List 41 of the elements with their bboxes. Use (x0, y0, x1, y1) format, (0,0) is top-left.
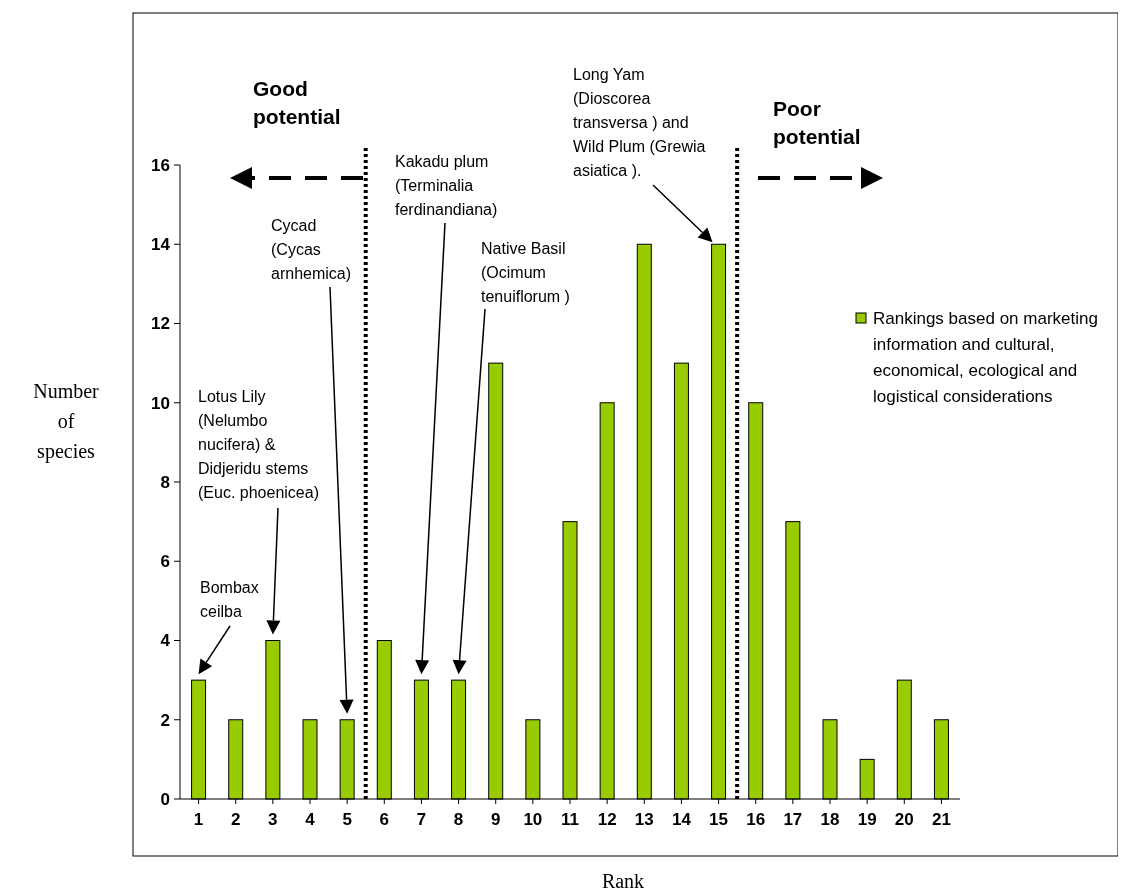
y-tick-label: 2 (160, 710, 170, 730)
x-axis-title: Rank (601, 870, 645, 892)
x-tick-label: 3 (268, 810, 278, 829)
y-tick-label: 6 (160, 552, 170, 572)
x-tick-label: 12 (597, 810, 617, 829)
x-tick-label: 20 (894, 810, 914, 829)
y-tick-label: 10 (151, 393, 170, 413)
y-tick-label: 14 (151, 235, 171, 255)
x-tick-label: 5 (342, 810, 352, 829)
y-axis-title: Number of species (33, 380, 100, 463)
x-tick-label: 6 (379, 810, 390, 829)
annotation: Bombax ceilba (200, 579, 259, 620)
x-tick-label: 11 (561, 810, 579, 829)
annotation: Long Yam (Dioscorea transversa ) and Wild Plum (Grewia asiatica ). (573, 66, 706, 179)
x-tick-label: 1 (193, 810, 204, 829)
x-tick-label: 4 (305, 810, 316, 829)
y-tick-label: 16 (151, 155, 170, 175)
text: Good potential (253, 77, 341, 128)
annotation: Native Basil (Ocimum tenuiflorum ) (481, 240, 570, 305)
x-tick-label: 7 (416, 810, 427, 829)
x-tick-label: 15 (709, 810, 729, 829)
x-tick-label: 18 (820, 810, 840, 829)
x-tick-label: 16 (746, 810, 766, 829)
annotation: Cycad (Cycas arnhemica) (271, 217, 352, 282)
x-tick-label: 19 (857, 810, 877, 829)
x-tick-label: 8 (453, 810, 464, 829)
annotation: Lotus Lily (Nelumbo nucifera) & Didjeridu stems (Euc. phoenicea) (198, 388, 319, 501)
text: Poor potential (773, 97, 861, 148)
y-tick-label: 4 (160, 631, 171, 651)
x-tick-label: 17 (783, 810, 803, 829)
legend-label: Rankings based on marketing information and cultural, economical, ecological and logistical considerations (873, 309, 1098, 406)
x-tick-label: 14 (671, 810, 692, 829)
y-tick-label: 12 (151, 314, 170, 334)
y-tick-label: 0 (160, 789, 170, 809)
y-tick-label: 8 (160, 472, 170, 492)
x-tick-label: 10 (523, 810, 543, 829)
x-tick-label: 9 (490, 810, 501, 829)
x-tick-label: 13 (634, 810, 654, 829)
annotation: Kakadu plum (Terminalia ferdinandiana) (395, 153, 498, 218)
x-tick-label: 21 (931, 810, 951, 829)
x-tick-label: 2 (230, 810, 241, 829)
